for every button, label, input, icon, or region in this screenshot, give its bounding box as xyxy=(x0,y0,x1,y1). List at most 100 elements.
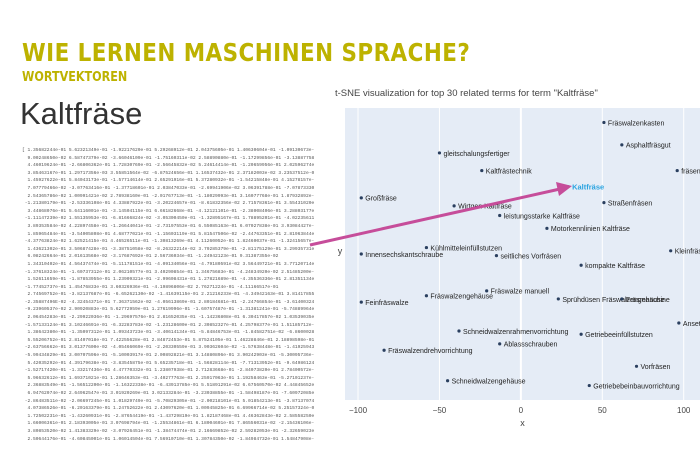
arrow-head xyxy=(556,182,572,196)
point-label: Kaltfräse xyxy=(572,183,604,192)
point-label: Sprühdüsen Fräswalzengehäuse xyxy=(562,297,664,304)
vector-line: 1.72502231e-01 -1.43260931e-01 -2.876544… xyxy=(22,413,315,419)
vector-line: 2.36883549e-01 -1.56512200e-01 -1.163223… xyxy=(27,383,315,389)
y-axis-label: y xyxy=(338,246,343,256)
point xyxy=(382,348,386,352)
point xyxy=(556,297,560,301)
point xyxy=(359,300,363,304)
point-label: Fräswalzengehäuse xyxy=(430,294,493,301)
arrow xyxy=(309,187,561,247)
vector-line: -1.11147239e-02 1.55135953e-01 -6.816668… xyxy=(22,216,314,222)
vector-line: [ 1.35682244e-01 5.62321349e-01 -1.92217… xyxy=(22,148,314,153)
vector-line: 7.07779466e-02 -3.07763416e-01 -1.377186… xyxy=(22,185,315,191)
vector-line: 1.66006361e-01 2.18393005e-01 3.07698794… xyxy=(22,421,315,427)
plot: −100 −50 0 50 100 x y Fräswalzenkasten Asphaltfr… xyxy=(338,108,700,428)
point xyxy=(675,168,679,173)
slide-title: WIE LERNEN MASCHINEN SPRACHE? xyxy=(22,38,471,67)
vector-line: -2.86483511e-02 -2.06697245e-01 1.018297… xyxy=(22,398,314,404)
point-label: Großfräse xyxy=(365,196,397,203)
vector-line: 1.38642380e-01 -1.35097312e-01 1.0934372… xyxy=(22,330,315,336)
vector-line: -1.57133124e-01 3.10246691e-01 -6.322837… xyxy=(24,322,314,328)
point-label: Schneidwalzengehäuse xyxy=(452,379,526,386)
point xyxy=(437,151,442,155)
point-label: kompakte Kaltfräse xyxy=(585,263,645,270)
point xyxy=(485,289,489,293)
x-tick-label: 0 xyxy=(519,406,524,415)
vector-line: 1.43621302e-01 3.50687428e-01 -3.3875105… xyxy=(27,246,315,252)
vector-line: -2.63756662e-01 3.01377600e-02 -4.054660… xyxy=(22,345,314,351)
point-label: Vorfräsen xyxy=(640,364,670,371)
point-label: seitliches Vorfräsen xyxy=(500,253,561,260)
vector-line: 1.52611659e-01 -1.87853955e-01 1.2390932… xyxy=(27,277,315,283)
x-tick-label: −100 xyxy=(349,406,368,415)
point xyxy=(579,332,583,336)
vector-line: 4.07386526e-01 -6.20163379e-01 1.2475262… xyxy=(27,406,315,412)
point-label: Schneidwalzenrahmenvorrichtung xyxy=(463,329,569,336)
vector-line: -9.23960537e-02 2.90920883e-01 5.6277295… xyxy=(24,307,314,313)
x-axis-label: x xyxy=(520,418,525,428)
point-label: Innensechskantschraube xyxy=(365,252,443,259)
term: Kaltfräse xyxy=(20,96,143,131)
point xyxy=(602,201,606,205)
x-tick-label: 100 xyxy=(677,406,691,415)
point xyxy=(359,252,363,256)
point-label: Kleinfräse xyxy=(675,249,700,256)
vector-line: -1.21380179e-01 -2.53336108e-01 4.338879… xyxy=(22,201,314,207)
point xyxy=(480,168,484,173)
vector-line: 6.94762074e-02 2.64962547e-01 3.01920269… xyxy=(22,391,315,396)
vector-line: 4.46019624e-01 -2.66806362e-01 1.7283076… xyxy=(27,163,315,169)
point xyxy=(620,297,624,301)
vector-line: 2.06454283e-01 -2.29922036e-01 -1.296975… xyxy=(22,315,315,321)
vector-line: 1.34310402e-01 4.56437474e-01 -5.1117815… xyxy=(27,261,315,267)
vector-line: 6.08242664e-01 2.01613568e-02 -3.1768769… xyxy=(22,254,279,260)
vector-line: 3.85463167e-01 1.29717356e-03 3.55851564… xyxy=(22,170,315,176)
vector-line: 5.55206752e-01 2.81407018e-01 7.42255628… xyxy=(27,337,315,343)
point xyxy=(494,254,499,258)
vector-line: 1.85965484e-01 -3.54005808e-01 4.6877702… xyxy=(27,231,315,237)
vector-line: 2.50644176e-01 -4.60845001e-01 1.0601450… xyxy=(22,436,315,442)
point xyxy=(424,245,429,250)
point xyxy=(587,383,591,388)
point xyxy=(498,213,502,218)
point-label: Fräswalzenkasten xyxy=(608,120,665,127)
plot-area xyxy=(345,108,700,400)
vector-line: 9.00248650e-02 6.58747379e-02 -3.6604610… xyxy=(22,155,315,161)
vector-text: [ 1.35682244e-01 5.62321349e-01 -1.92217… xyxy=(22,147,314,450)
point-label: Feinfräswalze xyxy=(365,300,408,307)
point xyxy=(634,364,639,368)
vector-line: -1.37618324e-01 -1.60737312e-01 2.062105… xyxy=(22,269,314,275)
point xyxy=(677,321,681,325)
point-label: Fräswalzendrehvorrichtung xyxy=(388,348,473,355)
vector-line: 3.89353584e-02 4.22897458e-01 -1.2664404… xyxy=(22,223,315,229)
point xyxy=(602,120,606,125)
point-label: Motorkennlinien Kaltfräse xyxy=(551,226,630,233)
point xyxy=(498,342,502,346)
point-label: Getriebebeinbauvorrichtung xyxy=(593,383,679,390)
point xyxy=(620,143,624,147)
point-label: gleitschalungsfertiger xyxy=(443,151,510,158)
point-label: Fräsmaschine xyxy=(626,297,670,304)
vector-line: 2.54365786e-02 1.00991421e-02 2.78938160… xyxy=(27,193,315,199)
point-label: Kaltfrästechnik xyxy=(486,168,532,175)
point-label: leistungsstarke Kaltfräse xyxy=(504,213,580,220)
point xyxy=(579,263,583,267)
vector-line: 1.45927622e-01 5.84043173e-01 -1.5771461… xyxy=(27,178,315,184)
x-tick-label: 50 xyxy=(598,406,607,415)
point-label: fräsen xyxy=(681,168,700,175)
chart-title: t-SNE visualization for top 30 related t… xyxy=(335,88,598,99)
x-tick-label: −50 xyxy=(433,406,447,415)
point xyxy=(424,294,429,298)
vector-line: 5.96632612e-01 1.69371021e-01 1.28646353… xyxy=(22,375,315,381)
point-label: Getriebeeinfüllstutzen xyxy=(585,332,653,339)
vector-line: 2.74569752e-01 -3.82137687e-01 -6.652621… xyxy=(27,292,315,298)
vector-line: 3.44868076e-01 5.64116001e-01 -3.1450411… xyxy=(27,208,315,214)
point xyxy=(545,226,549,230)
vector-line: -1.52717420e-01 -1.33217436e-01 4.477703… xyxy=(24,368,314,374)
point-label: Ansetzen xyxy=(683,321,700,328)
slide-subtitle: WORTVEKTOREN xyxy=(22,70,128,85)
point-label: Kühlmitteleinfüllstutzen xyxy=(430,245,502,252)
vector-line: 5.42035292e-01 4.39179638e-01 -3.8354587… xyxy=(22,360,315,366)
vector-line: -1.77452737e-01 1.45476833e-01 3.6032693… xyxy=(22,284,279,290)
